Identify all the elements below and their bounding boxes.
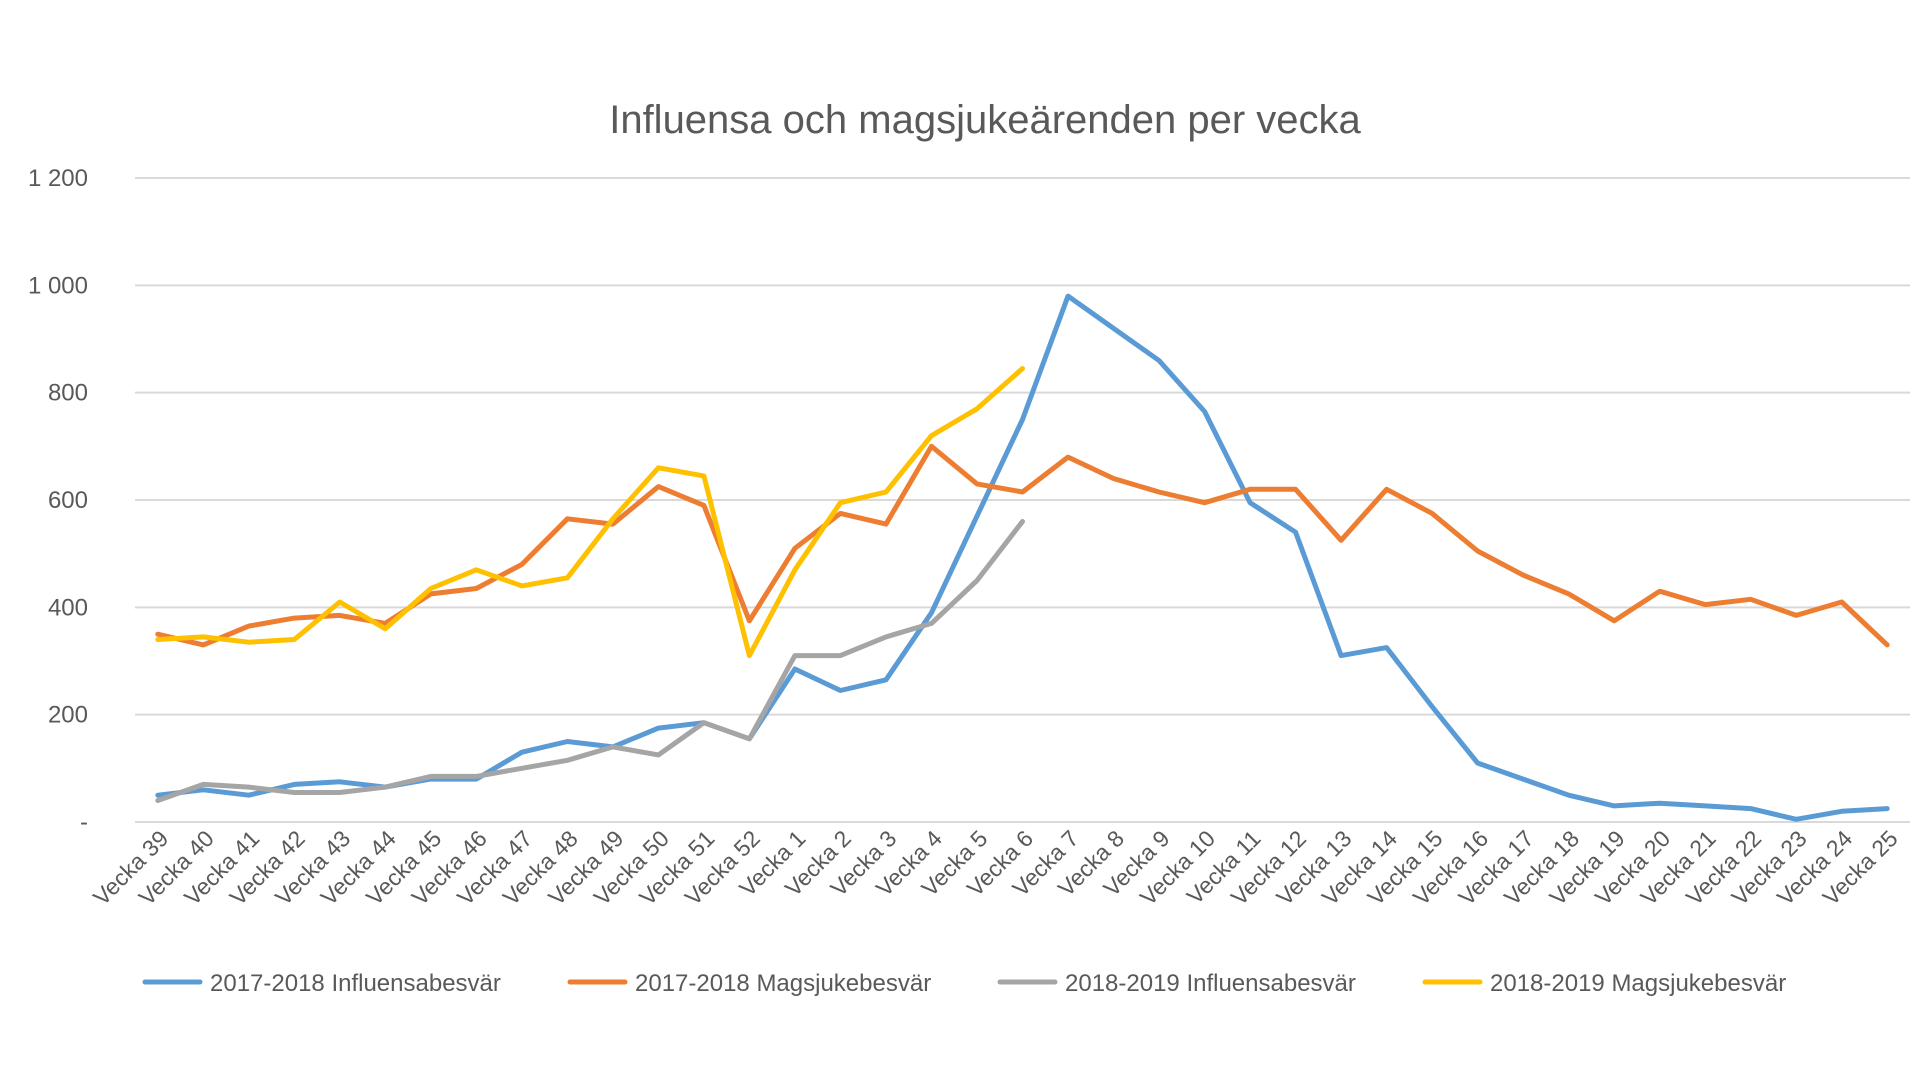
series-line-2 <box>155 443 1890 648</box>
legend-label: 2017-2018 Magsjukebesvär <box>635 970 931 997</box>
legend-label: 2017-2018 Influensabesvär <box>210 970 501 997</box>
series-lines <box>155 293 1890 822</box>
legend-label: 2018-2019 Influensabesvär <box>1065 970 1356 997</box>
y-tick-label: 800 <box>48 380 88 407</box>
series-line-4 <box>155 366 1025 659</box>
y-tick-label: 1 000 <box>28 272 88 299</box>
y-tick-label: 1 200 <box>28 165 88 192</box>
legend: 2017-2018 Influensabesvär 2017-2018 Magsj… <box>142 970 1786 997</box>
y-tick-label: 400 <box>48 594 88 621</box>
legend-label: 2018-2019 Magsjukebesvär <box>1490 970 1786 997</box>
gridlines <box>135 177 1910 823</box>
y-tick-label: 600 <box>48 487 88 514</box>
chart-title: Influensa och magsjukeärenden per vecka <box>609 98 1361 142</box>
y-tick-label: - <box>80 809 88 836</box>
series-line-1 <box>155 293 1890 822</box>
series-line-3 <box>155 519 1025 803</box>
y-axis-ticks: - 200 400 600 800 1 000 1 200 <box>28 165 88 836</box>
y-tick-label: 200 <box>48 702 88 729</box>
